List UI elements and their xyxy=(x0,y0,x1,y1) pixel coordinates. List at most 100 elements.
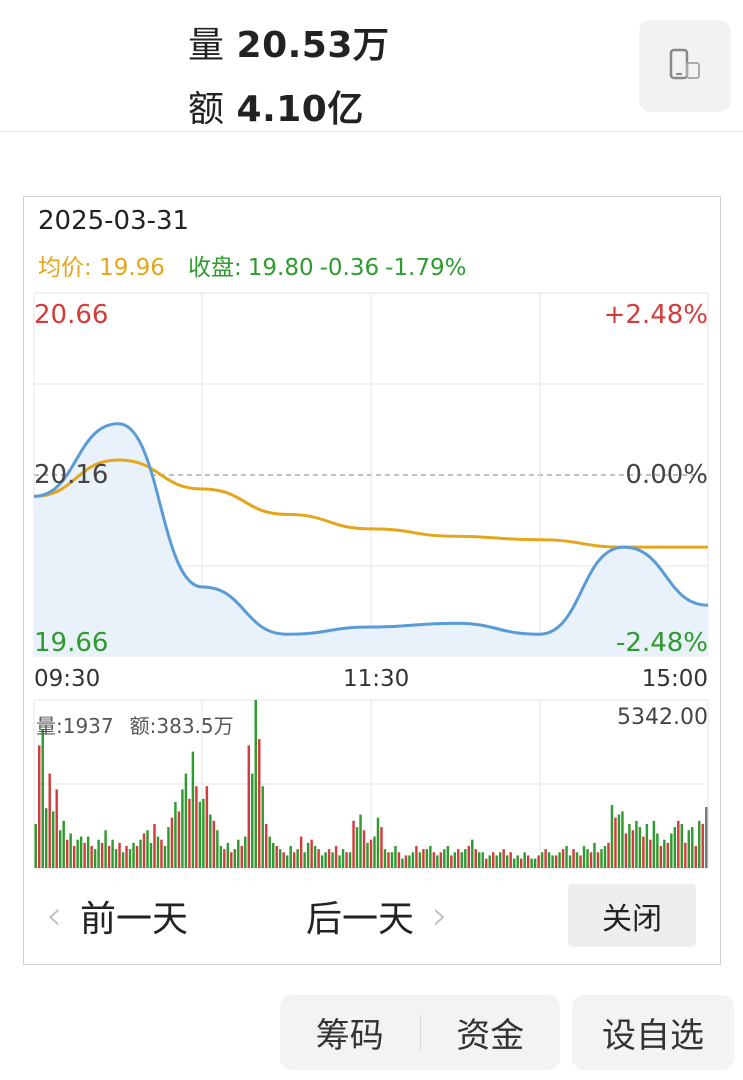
volume-bar xyxy=(673,827,677,868)
prev-day-button[interactable]: ‹ 前一天 xyxy=(46,890,188,942)
price-mid-label: 20.16 xyxy=(34,460,109,490)
close-price: 收盘: 19.80 -0.36 -1.79% xyxy=(188,248,473,282)
volume-bar xyxy=(132,842,135,868)
volume-bar xyxy=(422,849,425,868)
volume-bar xyxy=(464,849,467,868)
volume-bar xyxy=(450,855,453,868)
volume-bar xyxy=(656,833,659,868)
avg-price-line xyxy=(33,458,708,549)
volume-bar xyxy=(76,839,79,868)
volume-bar xyxy=(631,830,635,868)
volume-bar xyxy=(184,773,188,868)
volume-bar xyxy=(387,852,390,868)
volume-bar xyxy=(359,814,362,868)
volume-bar xyxy=(38,745,41,868)
volume-bar xyxy=(586,849,589,868)
volume-bar xyxy=(90,845,93,868)
volume-bar xyxy=(69,833,72,868)
price-line xyxy=(33,422,709,636)
volume-bar xyxy=(467,845,470,868)
volume-bar xyxy=(460,852,464,868)
volume-bar xyxy=(100,842,104,868)
volume-bar xyxy=(526,855,530,868)
time-end-label: 15:00 xyxy=(641,666,708,692)
volume-bar xyxy=(523,852,526,868)
volume-bar xyxy=(561,849,565,868)
volume-bar xyxy=(212,820,216,868)
time-start-label: 09:30 xyxy=(34,666,101,692)
funds-button[interactable]: 资金 xyxy=(456,1016,525,1056)
volume-bar xyxy=(687,830,691,868)
time-mid-label: 11:30 xyxy=(343,666,410,692)
volume-bar xyxy=(296,849,299,868)
volume-bar xyxy=(614,817,617,868)
volume-bar xyxy=(345,852,348,868)
volume-bar xyxy=(558,852,561,868)
volume-bar xyxy=(205,786,209,868)
volume-bar xyxy=(366,842,369,868)
avg-price: 均价: 19.96 xyxy=(38,248,165,282)
volume-bars xyxy=(34,700,708,868)
volume-bar xyxy=(649,839,652,868)
volume-bar xyxy=(516,855,519,868)
volume-bar xyxy=(596,852,600,868)
volume-bar xyxy=(544,849,547,868)
volume-bar xyxy=(202,798,205,868)
volume-bar xyxy=(272,842,275,868)
volume-bar xyxy=(114,849,118,868)
next-day-button[interactable]: 后一天 › xyxy=(306,890,448,942)
close-button[interactable]: 关闭 xyxy=(568,884,696,947)
volume-bar xyxy=(645,823,649,868)
prev-day-label: 前一天 xyxy=(80,899,189,940)
volume-bar xyxy=(251,773,254,868)
volume-bar xyxy=(540,852,544,868)
price-low-label: 19.66 xyxy=(34,628,109,658)
volume-bar xyxy=(474,849,477,868)
volume-bar xyxy=(48,773,51,868)
volume-bar xyxy=(677,820,680,868)
chart-date: 2025-03-31 xyxy=(38,206,190,236)
volume-bar xyxy=(642,836,645,868)
header-divider xyxy=(0,131,743,132)
avg-price-label: 均价: xyxy=(38,255,92,281)
rotate-screen-icon xyxy=(669,48,700,80)
volume-bar xyxy=(579,855,582,868)
volume-bar xyxy=(495,855,498,868)
rotate-screen-button[interactable] xyxy=(639,20,731,112)
volume-bar xyxy=(582,845,586,868)
volume-bar xyxy=(348,852,352,868)
avg-price-value: 19.96 xyxy=(99,255,165,281)
volume-label: 量 xyxy=(188,25,225,66)
volume-bar xyxy=(170,817,174,868)
chips-button[interactable]: 筹码 xyxy=(315,1016,384,1056)
volume-bar xyxy=(509,852,512,868)
volume-value: 20.53万 xyxy=(236,25,390,66)
close-price-label: 收盘: xyxy=(188,255,242,281)
add-watchlist-button[interactable]: 设自选 xyxy=(572,995,734,1070)
volume-bar xyxy=(376,817,380,868)
volume-bar xyxy=(268,836,271,868)
volume-bar xyxy=(303,852,306,868)
volume-bar xyxy=(219,845,223,868)
volume-bar xyxy=(691,827,694,868)
volume-bar xyxy=(79,836,83,868)
volume-bar xyxy=(142,833,146,868)
volume-info: 量:1937 额:383.5万 xyxy=(36,710,250,739)
close-price-value: 19.80 xyxy=(247,255,314,281)
volume-bar xyxy=(453,852,457,868)
volume-bar xyxy=(593,842,596,868)
volume-bar xyxy=(244,836,247,868)
volume-bar xyxy=(680,823,684,868)
volume-bar xyxy=(624,833,628,868)
volume-bar xyxy=(411,852,415,868)
volume-bar xyxy=(530,858,533,868)
volume-bar xyxy=(352,820,355,868)
volume-bar xyxy=(502,849,505,868)
bottom-tab-group: 筹码 资金 xyxy=(280,995,560,1070)
volume-bar xyxy=(313,845,317,868)
volume-bar xyxy=(610,805,614,868)
volume-bar xyxy=(446,845,450,868)
chevron-right-icon: › xyxy=(432,893,449,939)
volume-bar xyxy=(156,836,160,868)
